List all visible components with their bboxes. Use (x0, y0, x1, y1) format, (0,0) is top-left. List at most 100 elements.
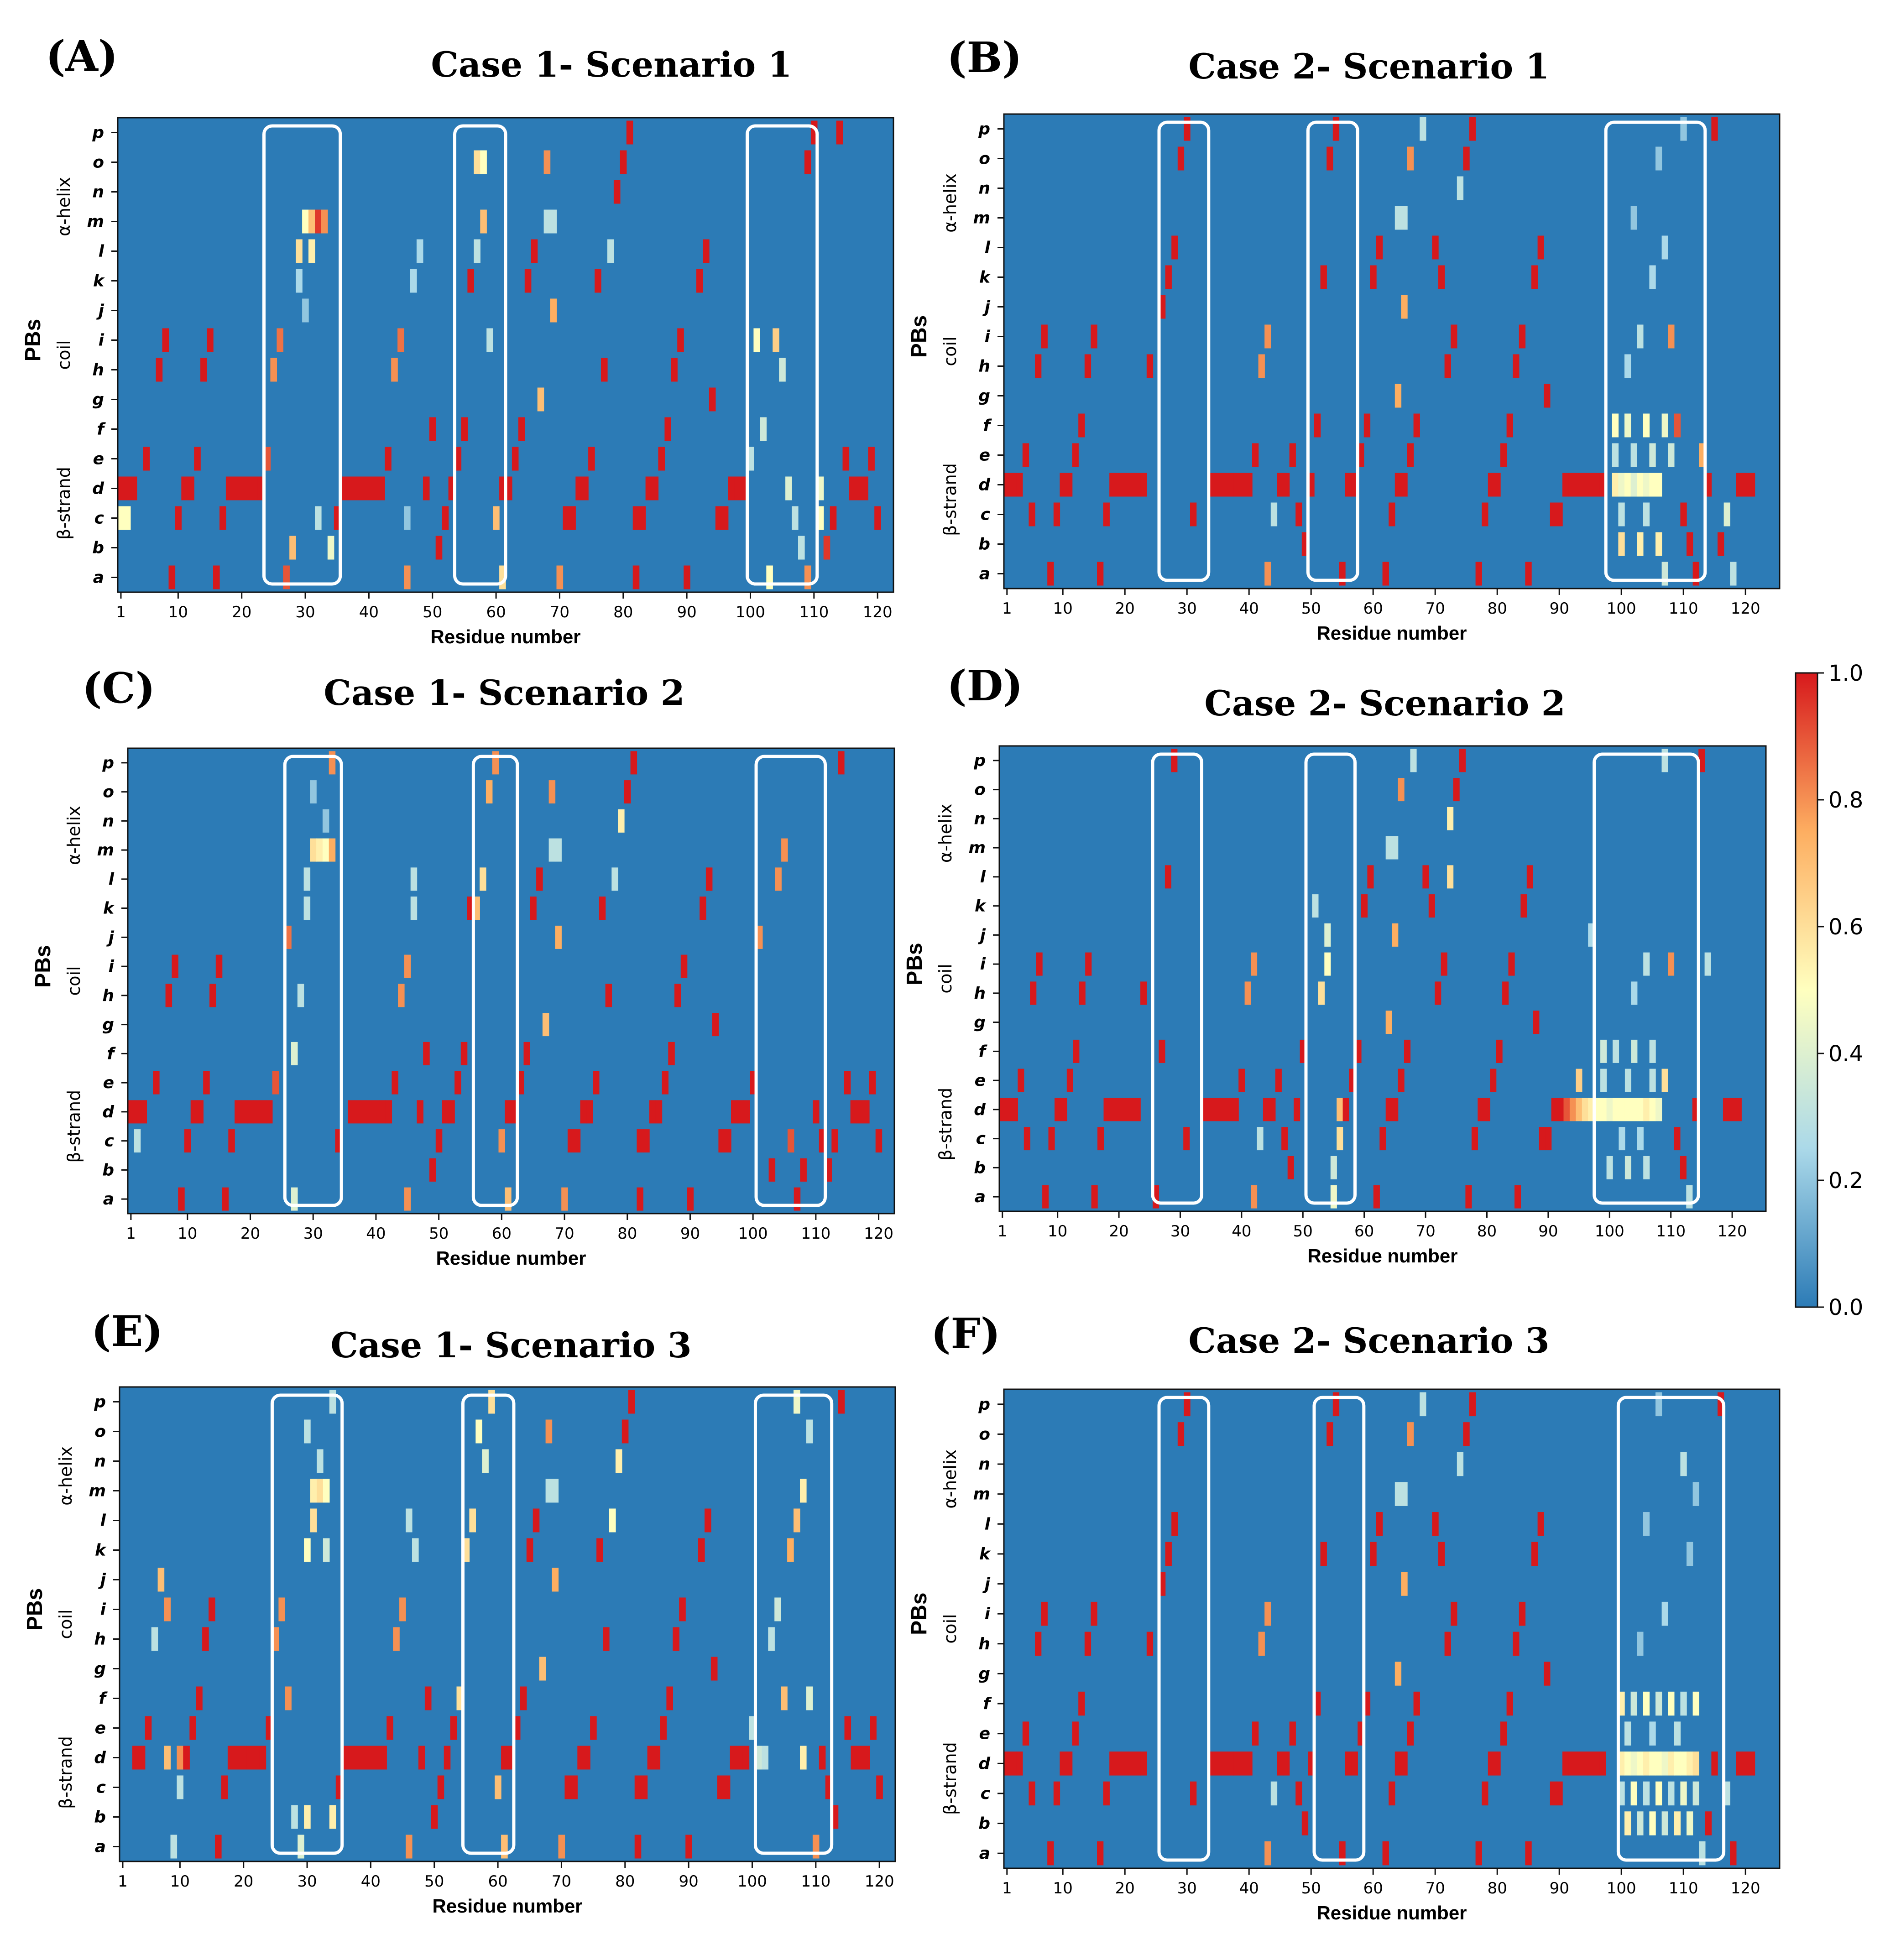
heatmap-cell (637, 1187, 643, 1211)
heatmap-cell (637, 1129, 643, 1153)
heatmap-cell (543, 150, 551, 174)
heatmap-cell (165, 984, 172, 1007)
heatmap-cell (1208, 473, 1216, 497)
heatmap-cell (1618, 1691, 1625, 1716)
heatmap-cell (1420, 1392, 1426, 1417)
heatmap-cell (794, 1187, 801, 1211)
heatmap-cell (162, 328, 169, 352)
heatmap-cell (143, 447, 150, 471)
y-axis-label: PBs (907, 315, 931, 358)
heatmap-cell (1251, 952, 1258, 976)
y-tick-label: a (979, 1844, 990, 1863)
x-tick-label: 100 (736, 603, 765, 621)
heatmap-cell (1513, 1632, 1520, 1656)
heatmap-cell (643, 1129, 650, 1153)
heatmap-cell (1655, 1751, 1662, 1776)
y-group-label: coil (64, 966, 84, 996)
heatmap-cell (730, 1746, 737, 1770)
heatmap-cell (355, 1746, 362, 1770)
heatmap-cell (1287, 1156, 1294, 1179)
heatmap-cell (361, 1746, 368, 1770)
heatmap-cell (1221, 473, 1228, 497)
heatmap-cell (310, 1479, 317, 1503)
heatmap-cell (316, 838, 323, 862)
heatmap-cell (658, 447, 665, 471)
heatmap-cell (1159, 1039, 1165, 1063)
heatmap-cell (410, 867, 418, 891)
x-tick-label: 120 (1731, 1879, 1760, 1897)
heatmap-cell (1749, 473, 1755, 497)
x-tick-label: 50 (429, 1225, 449, 1243)
heatmap-cell (253, 1100, 260, 1124)
heatmap-cell (1171, 749, 1178, 772)
x-tick-label: 70 (1426, 599, 1445, 618)
heatmap-cell (1047, 1841, 1054, 1866)
x-tick-label: 120 (1731, 599, 1760, 618)
heatmap-cell (671, 358, 678, 382)
y-tick-label: f (99, 1689, 108, 1708)
y-tick-label: b (92, 539, 104, 558)
heatmap-cell (1575, 473, 1582, 497)
heatmap-cell (442, 1100, 449, 1124)
heatmap-cell (800, 1158, 807, 1182)
heatmap-cell (851, 1746, 858, 1770)
heatmap-cell (1367, 865, 1374, 889)
heatmap-cell (1459, 749, 1466, 772)
heatmap-cell (558, 1835, 565, 1859)
heatmap-cell (406, 1508, 413, 1533)
heatmap-cell (1469, 1392, 1476, 1417)
heatmap-cell (630, 751, 637, 775)
heatmap-cell (555, 925, 562, 949)
heatmap-cell (1593, 473, 1600, 497)
heatmap-cell (1674, 1811, 1681, 1835)
heatmap-cell (1729, 1098, 1736, 1121)
y-tick-label: h (978, 1635, 990, 1653)
heatmap-background (120, 1387, 895, 1861)
heatmap-cell (1525, 1841, 1532, 1866)
heatmap-cell (393, 1627, 400, 1651)
y-tick-label: i (985, 1605, 991, 1623)
heatmap-cell (1680, 1781, 1687, 1806)
heatmap-cell (303, 867, 311, 891)
heatmap-cell (1072, 1721, 1079, 1746)
heatmap-cell (296, 269, 303, 293)
heatmap-cell (1385, 1011, 1392, 1034)
heatmap-cell (1630, 473, 1637, 497)
heatmap-cell (1582, 1098, 1588, 1121)
heatmap-cell (1097, 1841, 1104, 1866)
heatmap-cell (550, 298, 557, 323)
heatmap-cell (1531, 265, 1538, 289)
y-tick-label: f (97, 420, 106, 439)
heatmap-cell (1520, 894, 1527, 918)
heatmap-cell (1165, 1542, 1172, 1566)
heatmap-cell (329, 1390, 336, 1414)
heatmap-cell (285, 925, 292, 949)
heatmap-cell (1055, 1098, 1061, 1121)
heatmap-cell (1494, 473, 1501, 497)
y-tick-label: n (978, 1455, 990, 1474)
heatmap-cell (1227, 473, 1234, 497)
heatmap-cell (561, 1187, 568, 1211)
heatmap-cell (1643, 1781, 1650, 1806)
y-group-label: β-strand (935, 1088, 956, 1161)
heatmap-cell (1326, 1422, 1333, 1446)
x-tick-label: 120 (864, 1225, 893, 1243)
heatmap-cell (1723, 1098, 1729, 1121)
x-tick-label: 1 (116, 603, 126, 621)
heatmap-cell (1246, 473, 1253, 497)
heatmap-cell (1016, 473, 1023, 497)
heatmap-cell (548, 838, 556, 862)
heatmap-cell (1103, 1781, 1110, 1806)
x-tick-label: 80 (1477, 1222, 1497, 1241)
heatmap-cell (1407, 1422, 1414, 1446)
heatmap-cell (1587, 1751, 1594, 1776)
heatmap-cell (1705, 473, 1712, 497)
heatmap-cell (593, 1071, 600, 1095)
heatmap-cell (189, 1716, 196, 1740)
highlight-box (1151, 752, 1204, 1205)
heatmap-cell (501, 1746, 508, 1770)
heatmap-cell (1613, 1098, 1619, 1121)
heatmap-cell (1351, 1751, 1358, 1776)
x-tick-label: 20 (1115, 1879, 1135, 1897)
heatmap-cell (1687, 532, 1693, 556)
